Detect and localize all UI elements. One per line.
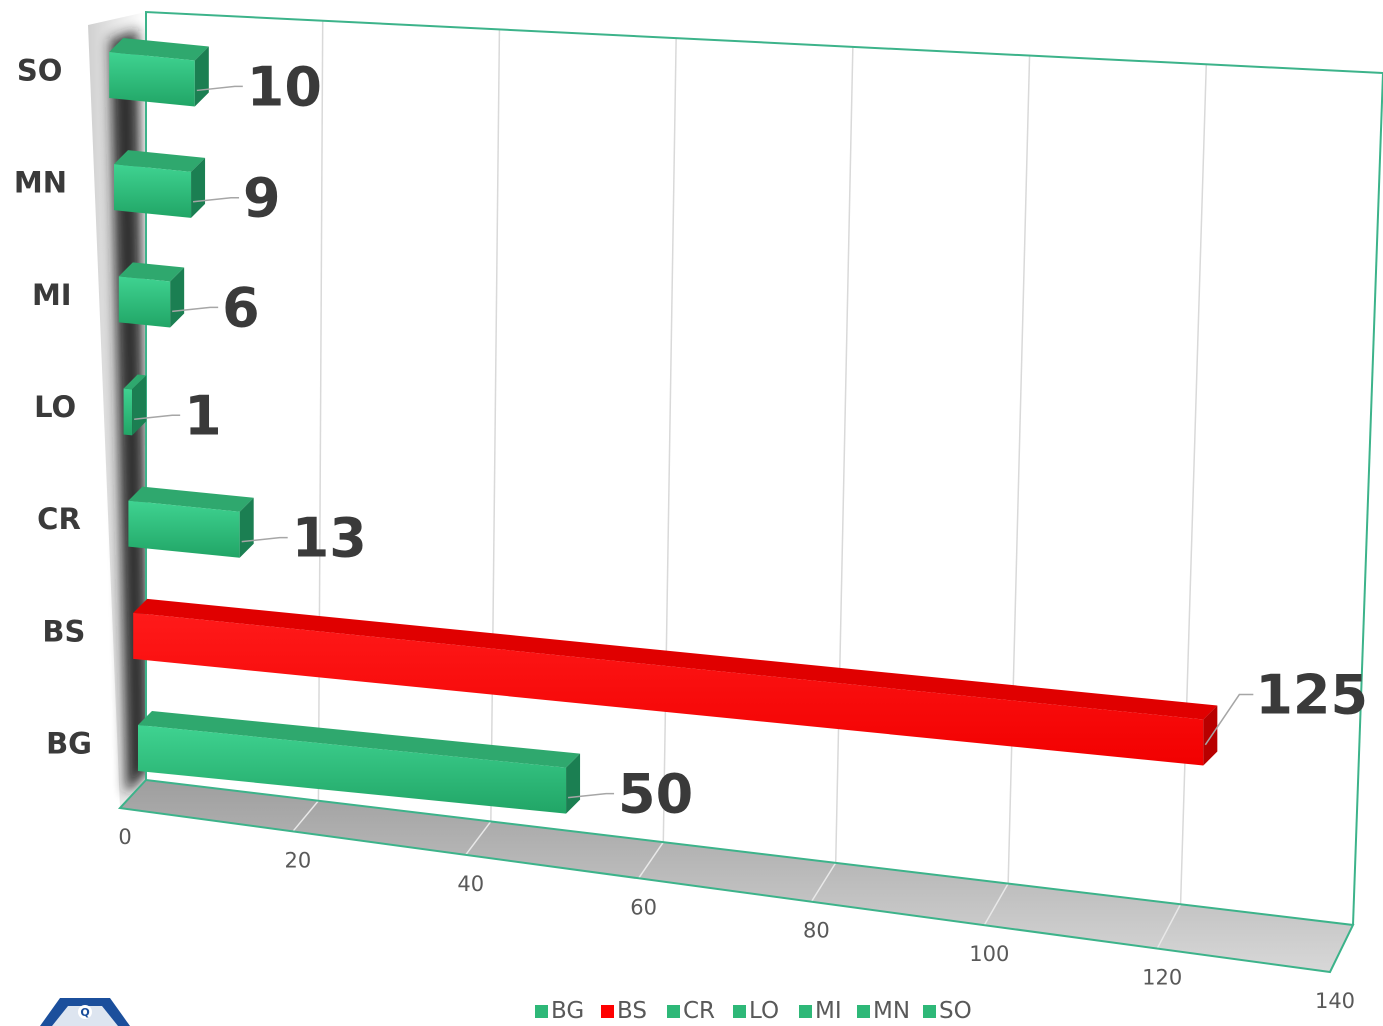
- bars: [109, 38, 1218, 814]
- bar: [114, 164, 192, 218]
- legend-swatch: [857, 1005, 870, 1018]
- bar-top-face: [128, 486, 254, 512]
- category-label: MN: [14, 166, 67, 200]
- legend-entry-label: MN: [873, 998, 910, 1024]
- legend-swatch: [601, 1005, 614, 1018]
- data-label-leader: [196, 85, 243, 92]
- category-label: LO: [34, 390, 76, 424]
- bar-end-face: [132, 375, 147, 436]
- floor-gridline: [292, 800, 320, 832]
- data-label-leader: [241, 536, 288, 543]
- bar-end-face: [239, 497, 254, 558]
- data-label-leader: [1204, 693, 1254, 746]
- category-label: CR: [37, 502, 81, 536]
- floor-frame: [117, 779, 1355, 974]
- bar-top-face: [133, 598, 1218, 720]
- category-label: BS: [42, 614, 85, 648]
- data-label: 10: [247, 55, 322, 118]
- data-label: 13: [292, 507, 367, 570]
- floor-gridline: [1156, 903, 1182, 949]
- bar-end-face: [566, 753, 581, 814]
- legend-swatch: [667, 1005, 680, 1018]
- data-label-leaders: [134, 85, 1254, 799]
- floor-gridline: [465, 820, 492, 856]
- data-label-leader: [192, 196, 240, 203]
- data-label: 50: [618, 763, 693, 826]
- bar-top-face: [123, 374, 147, 390]
- floor-gridline: [637, 841, 664, 879]
- logo-letter: Q: [80, 1006, 89, 1019]
- x-tick-label: 0: [118, 825, 131, 849]
- legend-swatch: [535, 1005, 548, 1018]
- x-tick-label: 60: [630, 895, 657, 919]
- data-labels: 50 125 13 16 9 10: [184, 55, 1368, 825]
- x-tick-label: 80: [803, 919, 830, 943]
- data-label: 9: [243, 167, 281, 230]
- bar: [118, 276, 171, 328]
- bar-top-face: [114, 150, 206, 172]
- x-tick-label: 120: [1142, 966, 1182, 990]
- x-tick-label: 40: [457, 872, 484, 896]
- data-label: 6: [222, 276, 260, 339]
- gridline: [1179, 64, 1208, 905]
- company-logo: Q: [40, 998, 130, 1026]
- legend-entry-label: CR: [683, 998, 715, 1024]
- bar-top-face: [109, 38, 209, 61]
- legend-swatch: [799, 1005, 812, 1018]
- bar: [138, 725, 567, 814]
- legend-entry-label: MI: [815, 998, 842, 1024]
- x-tick-label: 20: [284, 848, 311, 872]
- bar: [133, 612, 1204, 766]
- legend-entry-label: BG: [551, 998, 584, 1024]
- data-label-leader: [567, 792, 615, 799]
- bar: [123, 388, 133, 436]
- legend-swatch: [923, 1005, 936, 1018]
- chart-floor: [120, 780, 1353, 972]
- legend-entry-label: SO: [939, 998, 972, 1024]
- bar-end-face: [194, 46, 209, 107]
- legend: BG BS CR LO MI MN SO: [535, 998, 972, 1024]
- bar-end-face: [191, 157, 206, 218]
- bar: [128, 500, 240, 558]
- category-label: BG: [46, 727, 92, 761]
- floor-lines: [292, 800, 1182, 949]
- legend-swatch: [733, 1005, 746, 1018]
- legend-entry-label: LO: [749, 998, 779, 1024]
- data-label-leader: [172, 306, 219, 313]
- bar: [109, 52, 195, 107]
- floor-gridline: [810, 862, 837, 903]
- x-tick-label: 140: [1315, 989, 1355, 1013]
- legend-entry-label: BS: [617, 998, 647, 1024]
- x-tick-label: 100: [969, 942, 1009, 966]
- bar-top-face: [138, 711, 581, 768]
- x-tick-labels: 0 20 40 60 80 100 120 140: [118, 825, 1355, 1013]
- category-label: SO: [17, 54, 63, 88]
- floor-gridline: [983, 883, 1009, 926]
- bar-end-face: [170, 267, 185, 328]
- data-label: 125: [1255, 664, 1368, 727]
- category-labels: BG BS CR LO MI MN SO: [14, 54, 92, 761]
- bar-end-face: [1203, 705, 1218, 766]
- plot-frame-right: [1352, 72, 1383, 926]
- bar-top-face: [118, 262, 185, 282]
- data-label: 1: [184, 384, 222, 447]
- data-label-leader: [134, 414, 181, 420]
- category-label: MI: [32, 278, 72, 312]
